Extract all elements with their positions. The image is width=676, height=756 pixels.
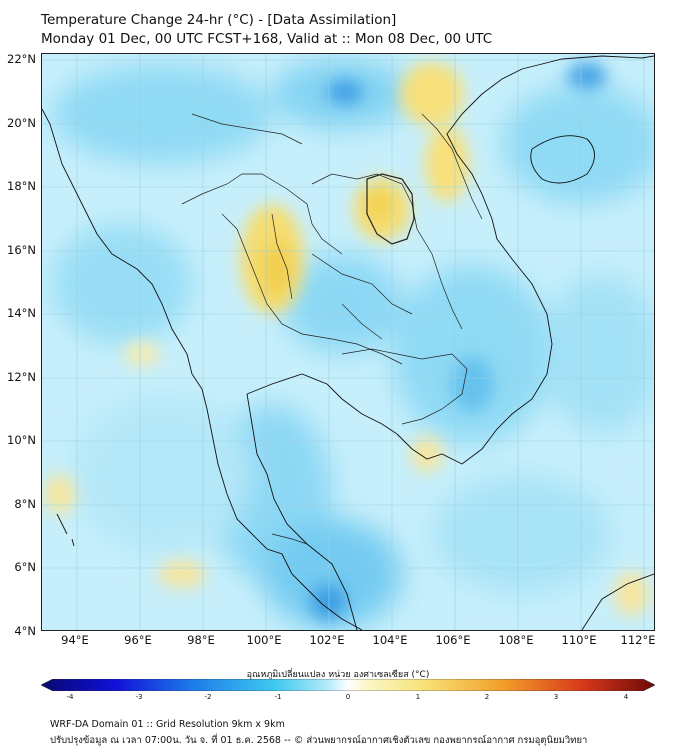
colorbar-tick: 1	[415, 693, 421, 701]
lat-label-22: 22°N	[7, 52, 36, 66]
lon-label-98: 98°E	[187, 633, 215, 647]
warm-field	[44, 62, 650, 616]
lon-label-94: 94°E	[61, 633, 89, 647]
colorbar-tick: 4	[623, 693, 629, 701]
lat-label-12: 12°N	[7, 370, 36, 384]
colorbar-tick: -2	[204, 693, 212, 701]
colorbar-tick: -4	[66, 693, 74, 701]
lon-label-102: 102°E	[309, 633, 345, 647]
lat-label-14: 14°N	[7, 306, 36, 320]
lon-label-106: 106°E	[435, 633, 471, 647]
lon-label-96: 96°E	[124, 633, 152, 647]
lon-label-100: 100°E	[246, 633, 282, 647]
footer-model-info: WRF-DA Domain 01 :: Grid Resolution 9km …	[50, 719, 285, 730]
lon-label-110: 110°E	[561, 633, 597, 647]
borders	[181, 113, 483, 545]
colorbar-title: อุณหภูมิเปลี่ยนแปลง หน่วย องศาเซลเซียส (…	[246, 670, 430, 680]
colorbar-tick: 0	[345, 693, 351, 701]
graticule	[42, 54, 654, 630]
map-title: Temperature Change 24-hr (°C) - [Data As…	[41, 12, 397, 28]
lat-label-20: 20°N	[7, 116, 36, 130]
lat-label-4: 4°N	[14, 624, 36, 638]
map-subtitle: Monday 01 Dec, 00 UTC FCST+168, Valid at…	[41, 31, 493, 47]
cold-cores	[310, 62, 607, 620]
lon-label-112: 112°E	[620, 633, 656, 647]
lat-label-10: 10°N	[7, 433, 36, 447]
lat-label-6: 6°N	[14, 560, 36, 574]
map-canvas	[42, 54, 654, 630]
lat-label-16: 16°N	[7, 243, 36, 257]
coastlines	[42, 55, 654, 630]
lat-label-8: 8°N	[14, 497, 36, 511]
footer-credits: ปรับปรุงข้อมูล ณ เวลา 07:00น. วัน จ. ที่…	[50, 735, 588, 746]
colorbar-tick: -3	[135, 693, 143, 701]
colorbar-tick: 3	[553, 693, 559, 701]
colorbar-tick: -1	[274, 693, 282, 701]
colorbar	[41, 679, 655, 691]
lon-label-104: 104°E	[372, 633, 408, 647]
colorbar-tick: 2	[484, 693, 490, 701]
lat-label-18: 18°N	[7, 179, 36, 193]
temperature-map	[41, 53, 655, 631]
lon-label-108: 108°E	[498, 633, 534, 647]
